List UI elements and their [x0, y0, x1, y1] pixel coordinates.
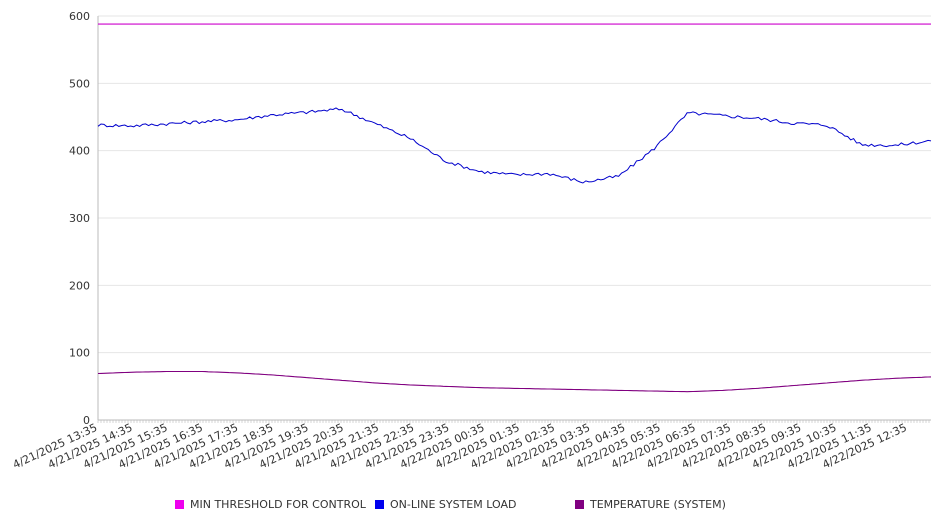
legend-label-system-load: ON-LINE SYSTEM LOAD — [390, 498, 517, 511]
y-tick-label: 200 — [69, 279, 90, 292]
y-tick-label: 0 — [83, 414, 90, 427]
legend-swatch-system-load — [375, 500, 384, 509]
legend: MIN THRESHOLD FOR CONTROL ON-LINE SYSTEM… — [0, 498, 946, 514]
y-tick-label: 300 — [69, 212, 90, 225]
legend-item-system-load[interactable]: ON-LINE SYSTEM LOAD — [375, 498, 516, 511]
gridlines — [98, 15, 931, 354]
legend-item-temperature[interactable]: TEMPERATURE (SYSTEM) — [575, 498, 726, 511]
y-tick-label: 100 — [69, 347, 90, 360]
y-tick-label: 500 — [69, 77, 90, 90]
legend-item-min-threshold[interactable]: MIN THRESHOLD FOR CONTROL — [175, 498, 366, 511]
legend-label-temperature: TEMPERATURE (SYSTEM) — [590, 498, 726, 511]
series-line-system-load — [97, 107, 932, 184]
legend-swatch-min-threshold — [175, 500, 184, 509]
legend-label-min-threshold: MIN THRESHOLD FOR CONTROL — [190, 498, 366, 511]
legend-swatch-temperature — [575, 500, 584, 509]
x-axis-ticks: 4/21/2025 13:354/21/2025 14:354/21/2025 … — [11, 421, 909, 471]
y-tick-label: 600 — [69, 10, 90, 23]
y-tick-label: 400 — [69, 145, 90, 158]
y-axis-ticks: 0 100 200 300 400 500 600 — [69, 10, 90, 427]
series-lines — [97, 23, 932, 393]
series-line-temperature — [97, 370, 932, 393]
axes — [97, 16, 931, 423]
